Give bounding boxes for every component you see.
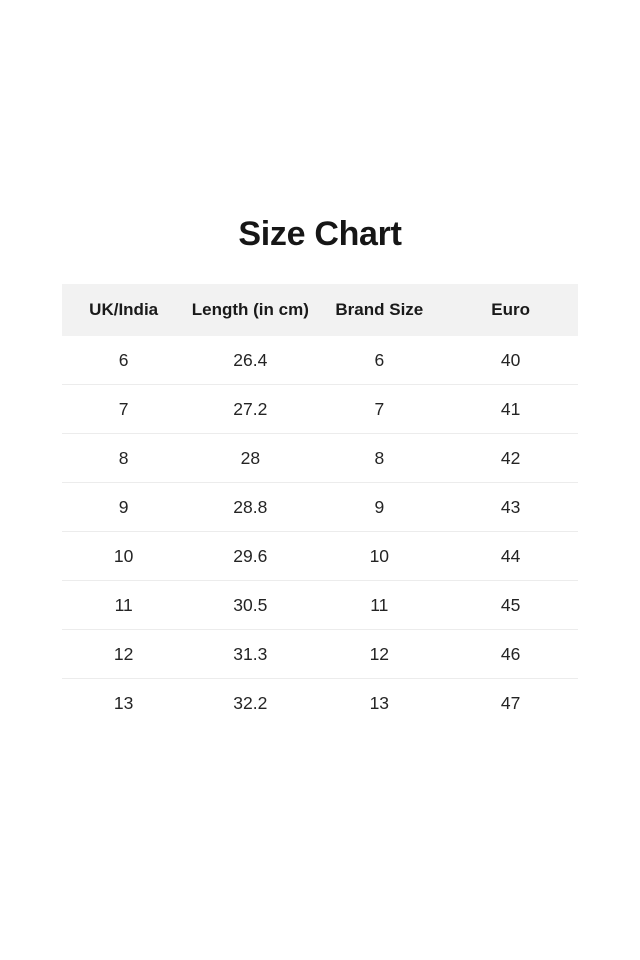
cell-brand-size: 10 xyxy=(315,531,444,581)
column-header-uk-india: UK/India xyxy=(62,284,186,336)
table-row: 8 28 8 42 xyxy=(62,433,578,483)
table-body: 6 26.4 6 40 7 27.2 7 41 8 28 8 42 9 28.8 9 43 10 29.6 10 44… xyxy=(62,336,578,727)
cell-brand-size: 8 xyxy=(315,433,444,483)
cell-brand-size: 12 xyxy=(315,629,444,679)
cell-brand-size: 11 xyxy=(315,580,444,630)
cell-euro: 41 xyxy=(443,384,578,434)
cell-euro: 44 xyxy=(443,531,578,581)
cell-length-in-cm: 31.3 xyxy=(185,629,316,679)
cell-euro: 47 xyxy=(500,692,521,713)
header-row: UK/India Length (in cm) Brand Size Euro xyxy=(62,284,578,336)
cell-euro: 40 xyxy=(443,336,578,385)
cell-length-in-cm: 29.6 xyxy=(185,531,316,581)
cell-length-in-cm: 28 xyxy=(185,433,316,483)
cell-brand-size: 7 xyxy=(315,384,444,434)
table-row: 6 26.4 6 40 xyxy=(62,336,578,385)
table-header: UK/India Length (in cm) Brand Size Euro xyxy=(62,284,578,336)
table-row: 7 27.2 7 41 xyxy=(62,384,578,434)
cell-uk-india: 13 xyxy=(113,692,134,713)
cell-euro: 45 xyxy=(443,580,578,630)
size-chart-container: UK/India Length (in cm) Brand Size Euro 6 26… xyxy=(62,284,578,727)
page-title: Size Chart xyxy=(238,215,402,253)
cell-length-in-cm: 28.8 xyxy=(185,482,316,532)
table-row: 12 31.3 12 46 xyxy=(62,629,578,679)
column-header-brand-size: Brand Size xyxy=(315,284,444,336)
cell-uk-india: 7 xyxy=(62,384,186,434)
cell-length-in-cm: 30.5 xyxy=(185,580,316,630)
column-header-length-in-cm: Length (in cm) xyxy=(185,284,316,336)
cell-euro: 46 xyxy=(443,629,578,679)
column-header-euro: Euro xyxy=(443,284,578,336)
size-chart-table: UK/India Length (in cm) Brand Size Euro 6 26… xyxy=(62,284,578,727)
cell-length-in-cm: 27.2 xyxy=(185,384,316,434)
cell-uk-india: 10 xyxy=(62,531,186,581)
cell-euro: 43 xyxy=(443,482,578,532)
table-row: 13 32.2 13 47 xyxy=(62,679,578,728)
cell-uk-india: 9 xyxy=(62,482,186,532)
cell-uk-india: 6 xyxy=(62,336,186,385)
cell-brand-size: 13 xyxy=(369,692,390,713)
cell-uk-india: 12 xyxy=(62,629,186,679)
cell-euro: 42 xyxy=(443,433,578,483)
cell-brand-size: 9 xyxy=(315,482,444,532)
table-row: 10 29.6 10 44 xyxy=(62,531,578,581)
cell-brand-size: 6 xyxy=(315,336,444,385)
cell-uk-india: 11 xyxy=(62,580,186,630)
cell-length-in-cm: 32.2 xyxy=(233,692,268,713)
table-row: 11 30.5 11 45 xyxy=(62,580,578,630)
cell-length-in-cm: 26.4 xyxy=(185,336,316,385)
table-row: 9 28.8 9 43 xyxy=(62,482,578,532)
cell-uk-india: 8 xyxy=(62,433,186,483)
